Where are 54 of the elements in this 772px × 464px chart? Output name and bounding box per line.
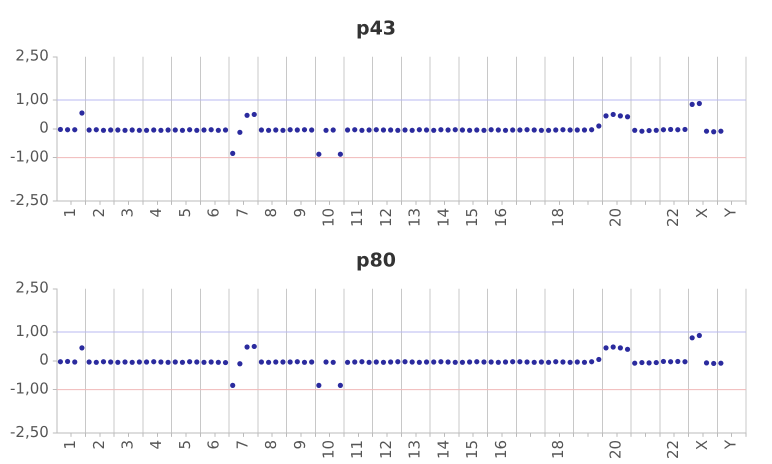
x-tick-label: 15 <box>463 208 482 228</box>
y-tick-label: -2,50 <box>10 190 49 209</box>
x-tick-label: X <box>692 440 711 450</box>
x-tick-label: X <box>692 208 711 218</box>
x-tick-label: 3 <box>118 208 136 218</box>
x-tick-label: 22 <box>664 440 682 460</box>
y-tick-label: 2,50 <box>15 278 49 297</box>
x-tick-label: 18 <box>549 208 568 228</box>
x-tick-label: 9 <box>290 208 309 218</box>
x-tick-label: 7 <box>233 440 252 450</box>
x-tick-label: 10 <box>320 440 338 460</box>
x-tick-label: 8 <box>262 440 280 450</box>
y-tick-label: 1,00 <box>15 90 49 108</box>
chart-title: p80 <box>356 249 396 272</box>
x-tick-label: Y <box>722 207 740 218</box>
x-tick-label: 13 <box>406 208 424 228</box>
y-tick-label: -1,00 <box>10 380 49 398</box>
x-tick-label: 6 <box>204 440 223 450</box>
x-tick-label: 15 <box>463 440 482 460</box>
x-tick-label: Y <box>722 439 740 450</box>
x-tick-label: 4 <box>147 440 166 450</box>
x-tick-label: 3 <box>118 440 136 450</box>
x-tick-label: 5 <box>176 208 194 218</box>
x-tick-label: 14 <box>434 208 452 228</box>
x-tick-label: 12 <box>376 440 395 460</box>
x-tick-label: 10 <box>320 208 338 228</box>
x-tick-label: 9 <box>290 440 309 450</box>
x-tick-label: 20 <box>606 440 625 460</box>
x-tick-label: 20 <box>606 208 625 228</box>
y-tick-label: 2,50 <box>15 46 49 65</box>
x-tick-label: 16 <box>492 440 510 460</box>
y-tick-label: -1,00 <box>10 148 49 166</box>
x-tick-label: 13 <box>406 440 424 460</box>
y-tick-label: 0 <box>39 118 49 137</box>
x-tick-label: 5 <box>176 440 194 450</box>
chart-title: p43 <box>356 17 396 40</box>
x-tick-label: 14 <box>434 440 452 460</box>
x-tick-label: 8 <box>262 208 280 218</box>
y-tick-label: 1,00 <box>15 322 49 340</box>
x-tick-label: 7 <box>233 208 252 218</box>
x-tick-label: 12 <box>376 208 395 228</box>
x-tick-label: 6 <box>204 208 223 218</box>
x-tick-label: 18 <box>549 440 568 460</box>
x-tick-label: 1 <box>61 440 80 450</box>
x-tick-label: 11 <box>348 208 366 228</box>
x-tick-label: 1 <box>61 208 80 218</box>
x-tick-label: 2 <box>90 440 108 450</box>
x-tick-label: 4 <box>147 208 166 218</box>
x-tick-label: 22 <box>664 208 682 228</box>
x-tick-label: 11 <box>348 440 366 460</box>
x-tick-label: 2 <box>90 208 108 218</box>
x-tick-label: 16 <box>492 208 510 228</box>
y-tick-label: 0 <box>39 350 49 369</box>
y-tick-label: -2,50 <box>10 422 49 441</box>
